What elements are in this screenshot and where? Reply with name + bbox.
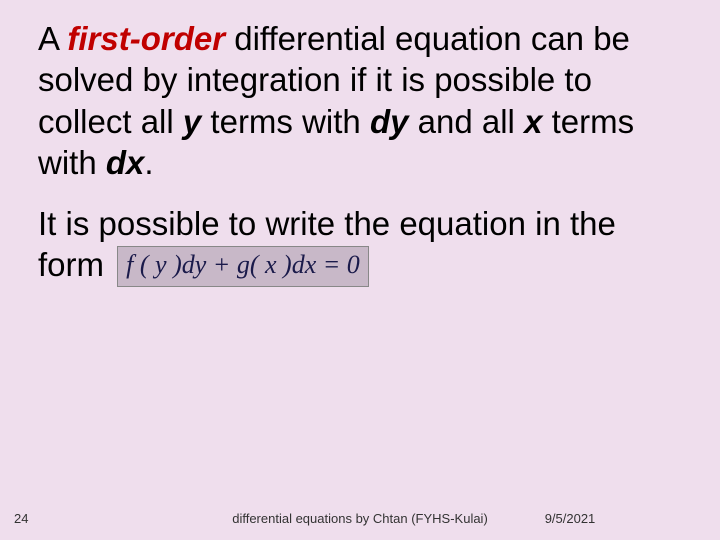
paragraph-1: A first-order differential equation can … (38, 18, 682, 183)
emphasis-x: x (524, 103, 542, 140)
equation-box: f ( y )dy + g( x )dx = 0 (117, 246, 369, 287)
text: and all (408, 103, 524, 140)
paragraph-2: It is possible to write the equation in … (38, 203, 682, 287)
footer-date: 9/5/2021 (0, 511, 720, 526)
text: terms with (201, 103, 370, 140)
emphasis-y: y (183, 103, 201, 140)
emphasis-first-order: first-order (67, 20, 225, 57)
text: A (38, 20, 67, 57)
emphasis-dx: dx (106, 144, 145, 181)
text: . (144, 144, 153, 181)
slide-content: A first-order differential equation can … (0, 0, 720, 287)
emphasis-dy: dy (370, 103, 409, 140)
